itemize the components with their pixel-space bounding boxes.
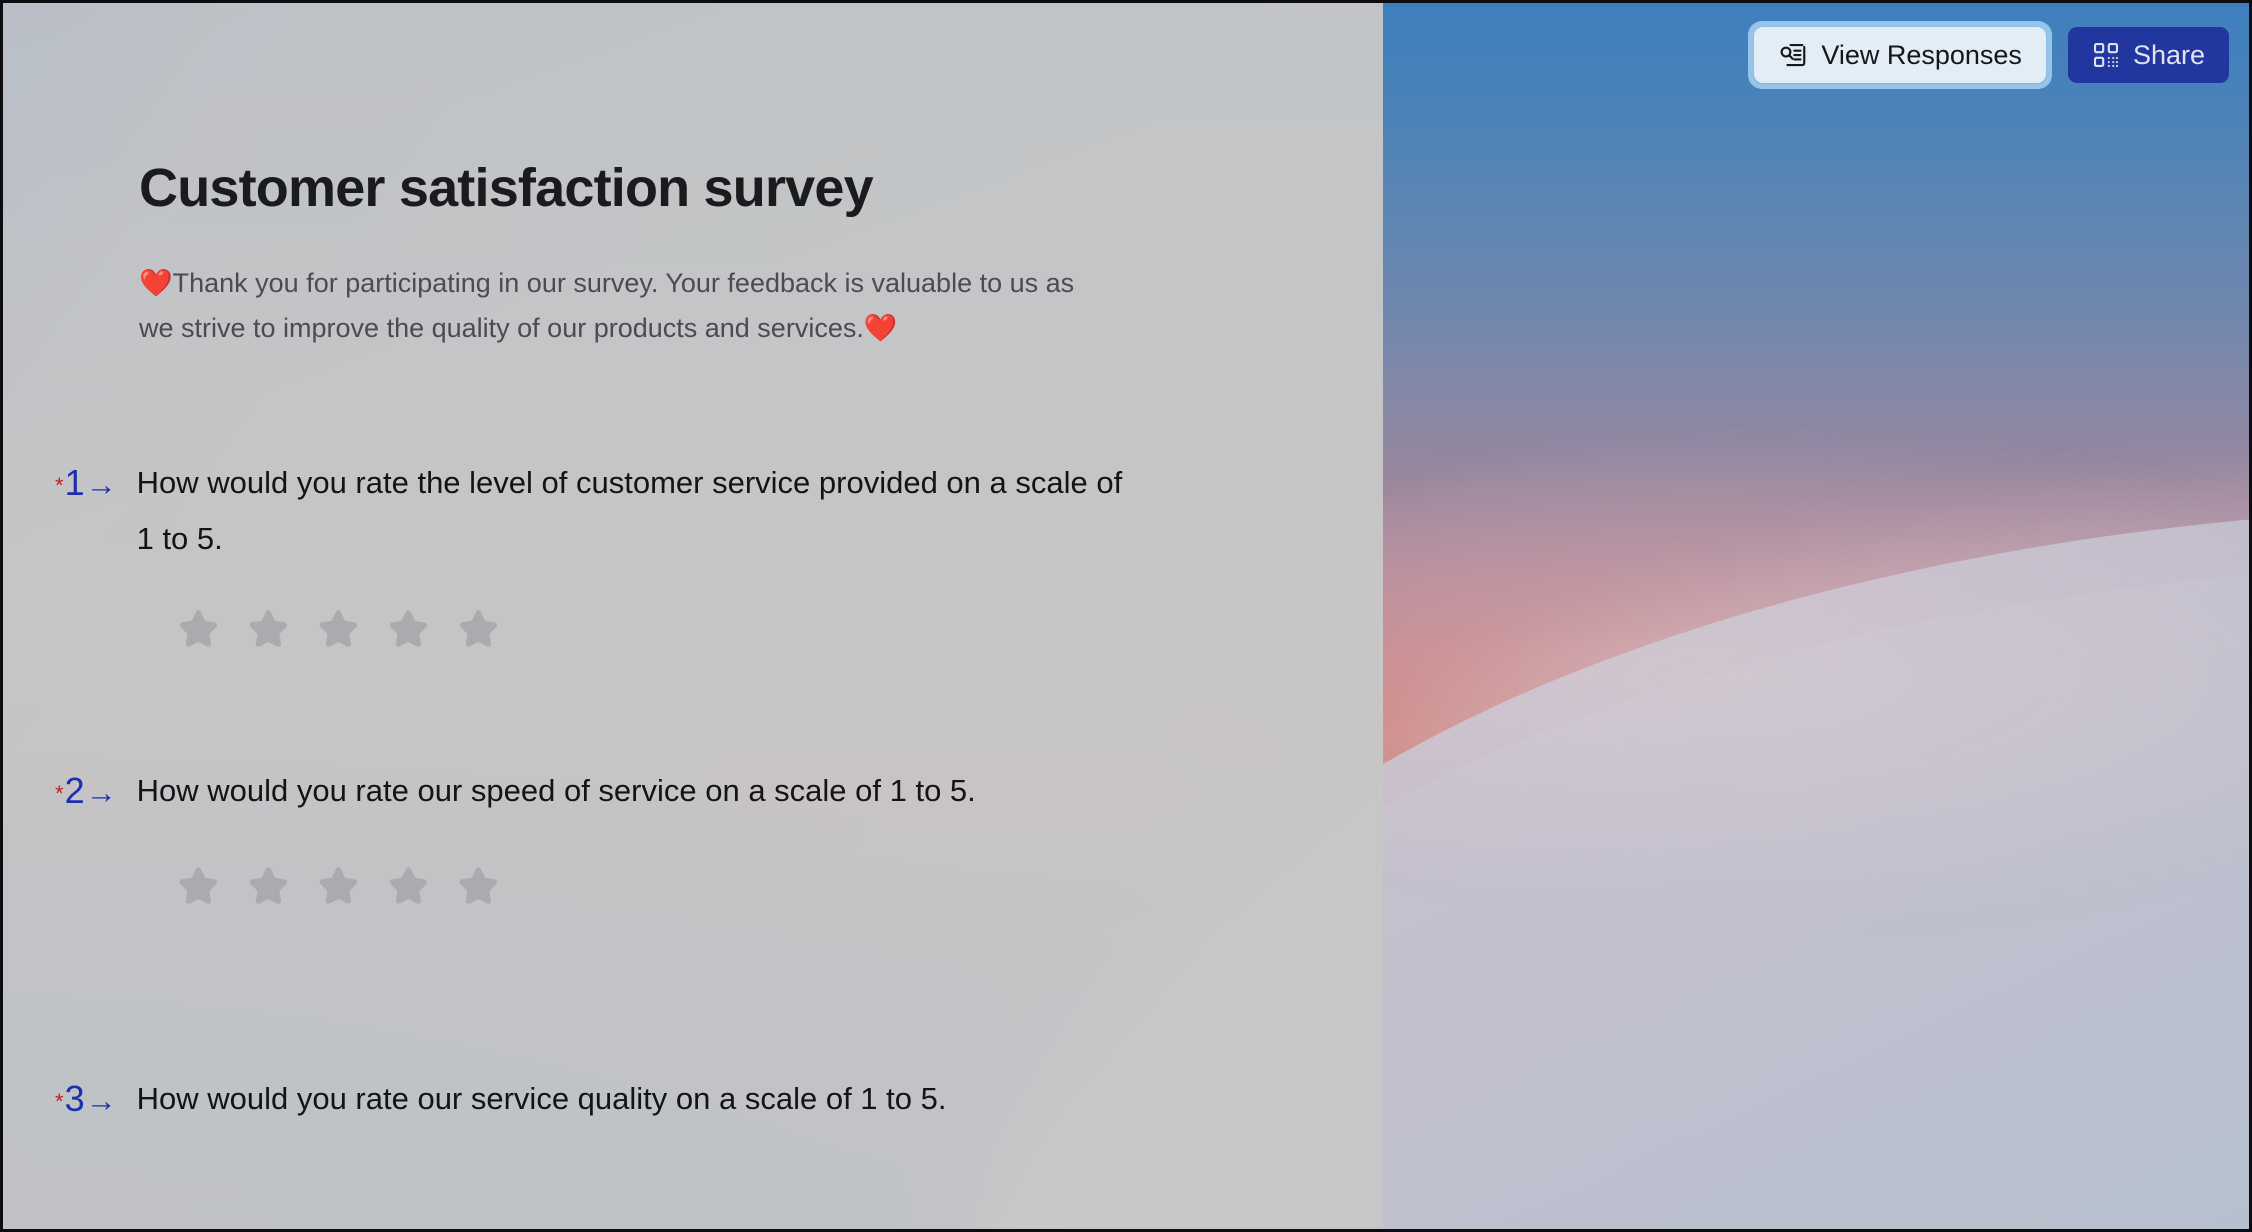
- question-marker: * 2 →: [55, 763, 117, 824]
- star-rating-input[interactable]: [175, 607, 1345, 653]
- star-icon-5[interactable]: [455, 864, 501, 910]
- star-icon-2[interactable]: [245, 607, 291, 653]
- star-icon-3[interactable]: [315, 864, 361, 910]
- required-asterisk-icon: *: [55, 1089, 64, 1114]
- required-asterisk-icon: *: [55, 781, 64, 806]
- arrow-right-icon: →: [85, 467, 117, 502]
- star-icon-2[interactable]: [245, 864, 291, 910]
- star-icon-4[interactable]: [385, 607, 431, 653]
- share-button[interactable]: Share: [2067, 27, 2229, 83]
- qr-code-icon: [2092, 41, 2120, 69]
- view-responses-label: View Responses: [1821, 39, 2022, 70]
- question-marker: * 3 →: [55, 1071, 117, 1132]
- view-responses-button[interactable]: View Responses: [1754, 27, 2046, 83]
- question-item: * 1 → How would you rate the level of cust…: [55, 455, 1345, 653]
- question-text: How would you rate our speed of service …: [136, 773, 976, 808]
- survey-description: ❤️Thank you for participating in our sur…: [139, 268, 1075, 343]
- star-icon-1[interactable]: [175, 864, 221, 910]
- question-text: How would you rate the level of customer…: [136, 465, 1123, 556]
- star-icon-5[interactable]: [455, 607, 501, 653]
- required-asterisk-icon: *: [55, 473, 64, 498]
- view-responses-focus-ring: View Responses: [1748, 21, 2052, 89]
- star-icon-4[interactable]: [385, 864, 431, 910]
- arrow-right-icon: →: [85, 1083, 117, 1118]
- question-number: 3: [64, 1078, 85, 1119]
- question-item: * 2 → How would you rate our speed of serv…: [55, 763, 1345, 910]
- view-responses-icon: [1778, 40, 1808, 70]
- star-icon-3[interactable]: [315, 607, 361, 653]
- arrow-right-icon: →: [85, 775, 117, 810]
- question-item: * 3 → How would you rate our service quali…: [55, 1071, 1345, 1132]
- question-header: * 3 → How would you rate our service quali…: [55, 1071, 1345, 1132]
- question-header: * 1 → How would you rate the level of cust…: [55, 455, 1345, 567]
- question-marker: * 1 →: [55, 455, 117, 516]
- share-label: Share: [2132, 39, 2205, 70]
- question-number: 1: [64, 462, 85, 503]
- page-title: Customer satisfaction survey: [139, 158, 874, 218]
- star-icon-1[interactable]: [175, 607, 221, 653]
- star-rating-input[interactable]: [175, 864, 1345, 910]
- top-action-bar: View Responses Share: [1748, 21, 2229, 89]
- question-number: 2: [64, 770, 85, 811]
- question-header: * 2 → How would you rate our speed of serv…: [55, 763, 1345, 824]
- question-text: How would you rate our service quality o…: [136, 1081, 947, 1116]
- survey-panel: Customer satisfaction survey ❤️Thank you…: [3, 3, 1383, 1229]
